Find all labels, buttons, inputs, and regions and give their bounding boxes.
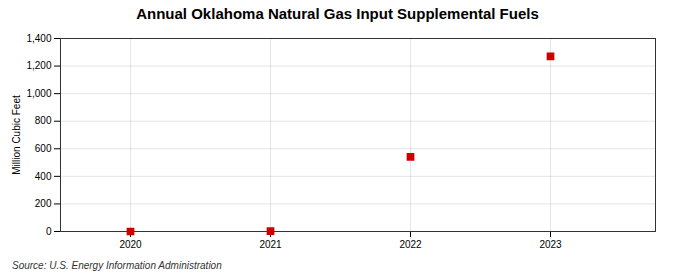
svg-text:Million Cubic Feet: Million Cubic Feet [11,95,22,175]
svg-text:2023: 2023 [539,239,562,250]
svg-text:1,200: 1,200 [26,60,51,71]
svg-text:2021: 2021 [259,239,282,250]
svg-text:1,000: 1,000 [26,88,51,99]
svg-text:2020: 2020 [119,239,142,250]
svg-text:200: 200 [35,198,52,209]
svg-text:2022: 2022 [399,239,422,250]
svg-text:1,400: 1,400 [26,33,51,44]
svg-text:800: 800 [35,115,52,126]
svg-text:600: 600 [35,143,52,154]
html-text:Source: U.S. Energy Informatio: Source: U.S. Energy Information Administ… [12,260,222,271]
svg-text:0: 0 [46,226,52,237]
html-text:Annual Oklahoma Natural Gas In: Annual Oklahoma Natural Gas Input Supple… [136,5,539,22]
svg-text:400: 400 [35,171,52,182]
